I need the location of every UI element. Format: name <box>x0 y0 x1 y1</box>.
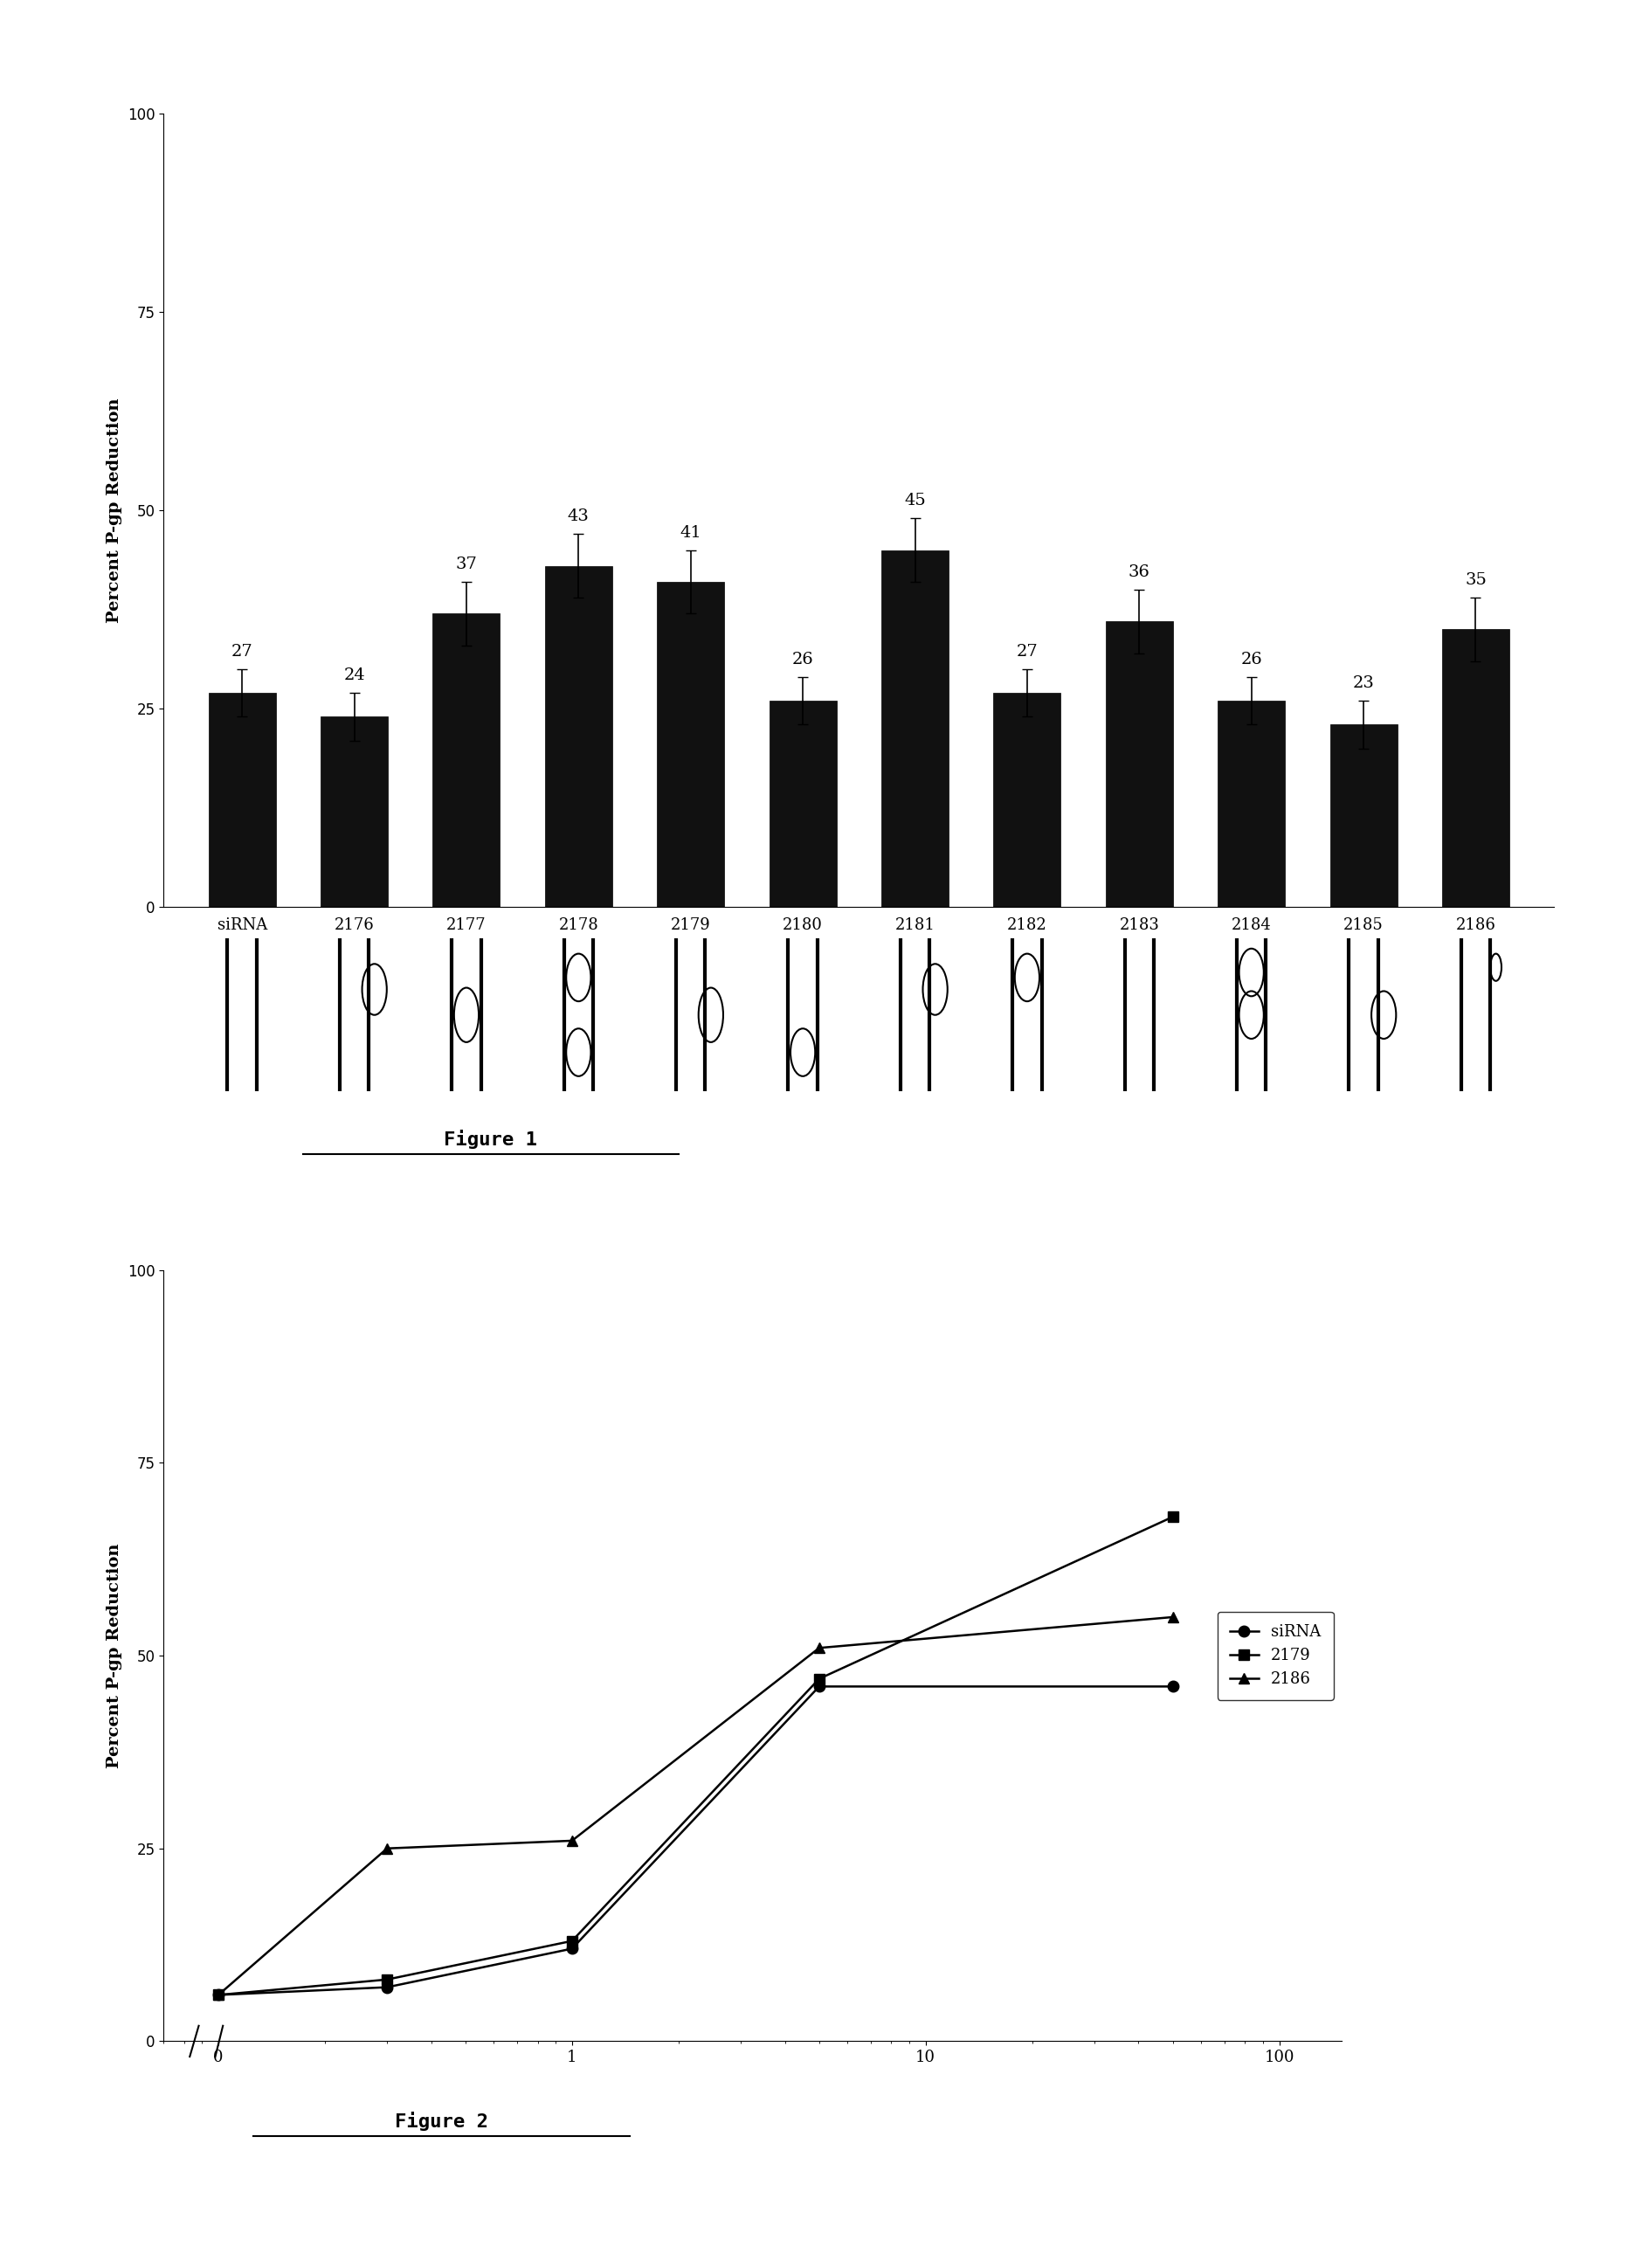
2186 <box>208 1982 227 2009</box>
2179 <box>563 1928 582 1955</box>
Bar <box>658 583 725 907</box>
Bar <box>434 612 501 907</box>
Bar <box>1106 621 1173 907</box>
siRNA <box>1163 1674 1183 1701</box>
2179 <box>208 1982 227 2009</box>
Bar <box>208 694 276 907</box>
Bar <box>1441 628 1510 907</box>
Text: 35: 35 <box>1464 572 1487 587</box>
Bar <box>993 694 1060 907</box>
2179 <box>378 1966 398 1994</box>
siRNA <box>378 1973 398 2000</box>
Text: Figure 2: Figure 2 <box>394 2112 489 2132</box>
siRNA <box>810 1674 829 1701</box>
2186 <box>1163 1603 1183 1631</box>
Bar <box>1330 726 1397 907</box>
Text: 45: 45 <box>905 492 926 508</box>
Text: Figure 1: Figure 1 <box>443 1129 538 1150</box>
Text: 27: 27 <box>1016 644 1037 660</box>
Bar <box>545 567 612 907</box>
2186 <box>563 1828 582 1855</box>
Text: 23: 23 <box>1353 676 1374 692</box>
Text: 27: 27 <box>231 644 254 660</box>
Bar <box>321 717 388 907</box>
Text: 36: 36 <box>1129 565 1150 581</box>
Y-axis label: Percent P-gp Reduction: Percent P-gp Reduction <box>106 397 123 624</box>
Line: siRNA: siRNA <box>213 1681 1178 2000</box>
2179 <box>810 1665 829 1692</box>
Line: 2186: 2186 <box>213 1613 1178 2000</box>
siRNA <box>208 1982 227 2009</box>
Text: 43: 43 <box>568 508 589 524</box>
Bar <box>769 701 836 907</box>
Text: 26: 26 <box>792 651 813 667</box>
Text: 37: 37 <box>455 556 478 572</box>
Legend: siRNA, 2179, 2186: siRNA, 2179, 2186 <box>1217 1613 1333 1699</box>
Y-axis label: Percent P-gp Reduction: Percent P-gp Reduction <box>106 1542 123 1769</box>
Line: 2179: 2179 <box>213 1510 1178 2000</box>
2179 <box>1163 1504 1183 1531</box>
Text: 41: 41 <box>681 524 702 540</box>
Text: 24: 24 <box>344 667 365 683</box>
2186 <box>810 1635 829 1662</box>
Bar <box>882 551 949 907</box>
Bar <box>1217 701 1284 907</box>
Text: 26: 26 <box>1240 651 1263 667</box>
siRNA <box>563 1935 582 1962</box>
2186 <box>378 1835 398 1862</box>
